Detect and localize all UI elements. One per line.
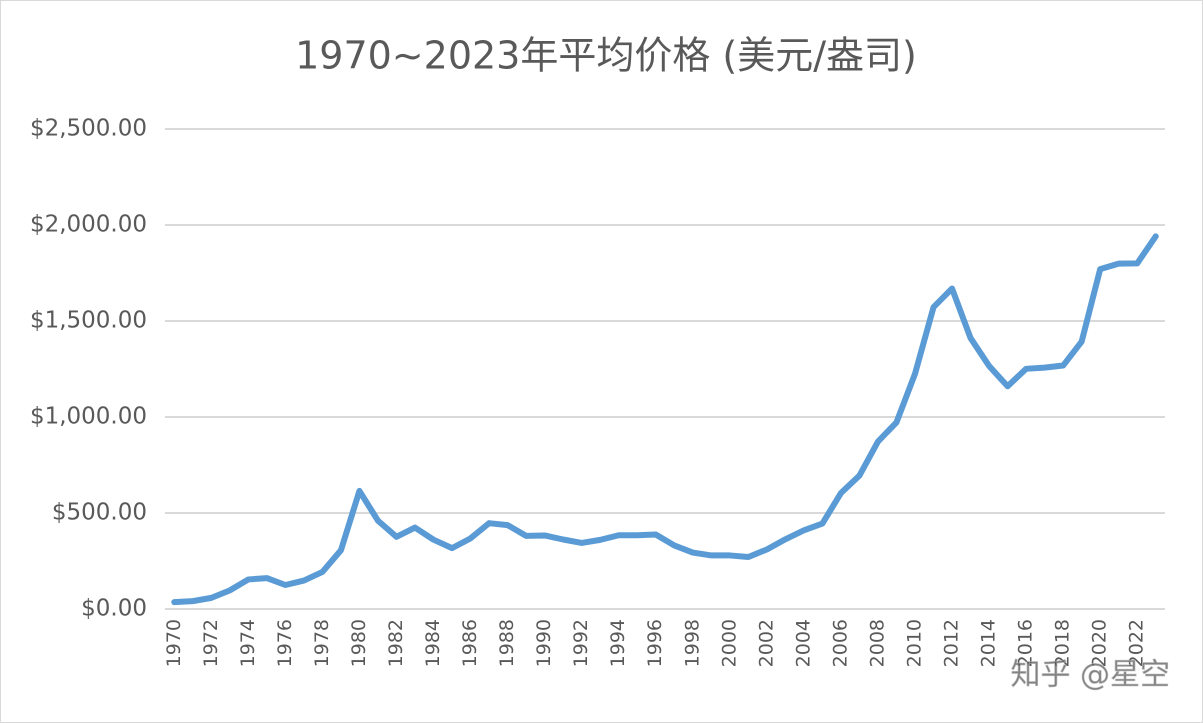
x-tick-label: 1972 [200,619,222,667]
chart-title: 1970~2023年平均价格 (美元/盎司) [295,34,917,78]
y-tick-label: $1,000.00 [30,404,147,430]
data-line [171,233,1159,606]
x-tick-label: 1992 [570,619,592,667]
x-tick-label: 1998 [681,619,703,667]
x-tick-label: 2012 [941,619,963,667]
x-tick-label: 1990 [533,619,555,667]
x-tick-label: 1996 [644,619,666,667]
x-tick-label: 2020 [1089,619,1111,667]
y-tick-label: $2,000.00 [30,212,147,238]
x-tick-label: 2016 [1015,619,1037,667]
x-tick-label: 1988 [496,619,518,667]
x-tick-label: 1986 [459,619,481,667]
x-tick-label: 2010 [904,619,926,667]
x-tick-label: 1980 [348,619,370,667]
x-tick-label: 1984 [422,619,444,667]
x-tick-label: 2008 [866,619,888,667]
x-tick-label: 2002 [755,619,777,667]
y-tick-label: $2,500.00 [30,116,147,142]
x-tick-label: 1982 [385,619,407,667]
x-tick-label: 2014 [978,619,1000,667]
x-tick-label: 1974 [237,619,259,667]
x-tick-label: 2006 [829,619,851,667]
y-tick-label: $0.00 [81,596,147,622]
x-tick-label: 2000 [718,619,740,667]
x-tick-label: 1978 [311,619,333,667]
x-tick-label: 1970 [163,619,185,667]
watermark: 知乎 @星空 [1010,658,1170,693]
x-tick-label: 2022 [1126,619,1148,667]
x-tick-label: 1976 [274,619,296,667]
x-tick-label: 2018 [1052,619,1074,667]
x-tick-label: 1994 [607,619,629,667]
y-tick-label: $1,500.00 [30,308,147,334]
y-tick-label: $500.00 [52,500,147,526]
x-tick-label: 2004 [792,619,814,667]
